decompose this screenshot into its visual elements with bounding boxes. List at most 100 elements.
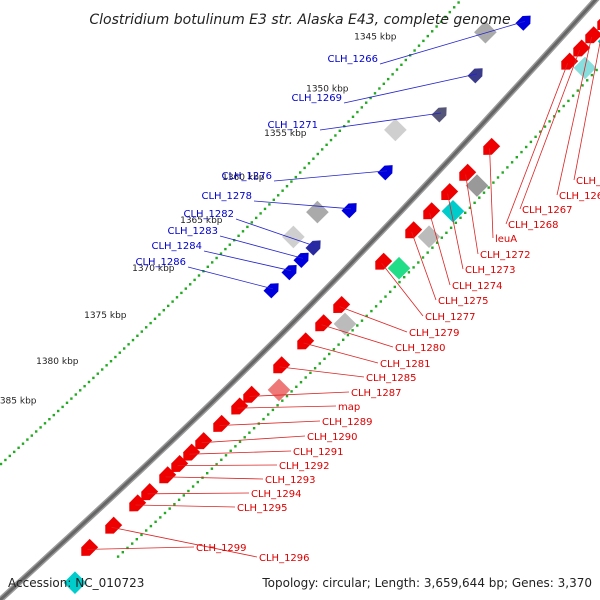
- forward-label-line: [201, 435, 306, 444]
- forward-gene-block: [129, 494, 147, 512]
- tick-mark: [184, 287, 187, 290]
- forward-gene-label: CLH_1287: [351, 388, 402, 399]
- tick-mark: [338, 129, 341, 132]
- tick-mark: [457, 1, 460, 4]
- tick-mark: [404, 58, 407, 62]
- tick-mark: [162, 309, 165, 312]
- tick-mark: [8, 454, 11, 458]
- tick-mark: [453, 6, 456, 9]
- tick-mark: [167, 304, 170, 308]
- tick-mark: [435, 25, 438, 28]
- forward-gene-label: CLH_1289: [322, 417, 373, 428]
- forward-label-line: [303, 342, 379, 364]
- tick-mark: [177, 498, 181, 501]
- tick-mark: [506, 166, 509, 169]
- forward-gene-block: [333, 295, 351, 313]
- forward-gene-block: [585, 26, 600, 44]
- tick-mark: [398, 280, 401, 284]
- tick-mark: [395, 68, 399, 71]
- tick-mark: [534, 135, 537, 138]
- tick-mark: [510, 161, 514, 164]
- tick-mark: [87, 380, 91, 384]
- tick-mark: [431, 30, 434, 33]
- tick-mark: [391, 73, 394, 76]
- forward-gene-block: [459, 163, 477, 181]
- tick-mark: [369, 96, 372, 100]
- tick-mark: [281, 399, 284, 402]
- tick-mark: [431, 246, 434, 249]
- tick-mark: [121, 551, 124, 554]
- tick-mark: [347, 120, 350, 123]
- forward-gene-label: CLH_1290: [307, 432, 358, 443]
- tick-mark: [316, 152, 319, 156]
- tick-mark: [145, 326, 148, 329]
- tick-mark: [171, 300, 174, 303]
- tick-mark: [426, 251, 429, 254]
- reverse-gene-block: [281, 264, 297, 281]
- tick-mark: [328, 352, 331, 356]
- reverse-label-line: [343, 73, 478, 104]
- tick-mark: [83, 385, 86, 388]
- reverse-gene-block: [431, 107, 447, 123]
- tick-mark: [118, 351, 121, 354]
- reverse-gene-block: [515, 15, 531, 31]
- tick-mark: [114, 355, 117, 359]
- forward-gene-label: CLH_1295: [237, 503, 288, 514]
- reverse-label-line: [235, 218, 316, 247]
- tick-mark: [220, 458, 223, 461]
- forward-label-line: [249, 391, 350, 397]
- tick-mark: [571, 94, 575, 97]
- tick-mark: [136, 334, 139, 337]
- tick-mark: [548, 120, 551, 123]
- forward-gene-block: [375, 252, 393, 270]
- forward-gene-label: CLH_1268: [508, 220, 559, 231]
- reverse-gene-label: CLH_1283: [167, 226, 218, 237]
- forward-gene-label: leuA: [495, 234, 517, 245]
- tick-mark: [285, 185, 289, 188]
- reverse-label-line: [273, 170, 388, 182]
- tick-mark: [246, 225, 249, 229]
- companion-block: [465, 174, 489, 197]
- forward-gene-block: [483, 137, 501, 155]
- tick-mark: [299, 381, 303, 384]
- tick-mark: [426, 34, 429, 38]
- forward-label-line: [147, 492, 250, 495]
- tick-mark: [248, 431, 251, 434]
- tick-mark: [13, 450, 16, 454]
- forward-gene-label: map: [338, 402, 360, 413]
- tick-mark: [271, 408, 275, 412]
- forward-gene-block: [405, 221, 423, 239]
- reverse-gene-label: CLH_1286: [135, 257, 186, 268]
- forward-gene-block: [171, 454, 189, 472]
- scale-label: 1350 kbp: [306, 85, 349, 95]
- tick-mark: [39, 426, 42, 429]
- companion-block: [333, 312, 357, 336]
- tick-mark: [267, 413, 270, 416]
- tick-mark: [553, 115, 556, 118]
- tick-mark: [79, 389, 82, 392]
- reverse-label-line: [219, 235, 304, 259]
- forward-label-line: [556, 36, 592, 196]
- tick-mark: [140, 533, 143, 537]
- tick-mark: [529, 140, 533, 144]
- tick-mark: [356, 324, 359, 327]
- tick-mark: [413, 49, 416, 52]
- tick-mark: [290, 180, 293, 183]
- tick-mark: [325, 143, 328, 146]
- forward-gene-block: [423, 202, 441, 220]
- tick-mark: [153, 317, 157, 320]
- tick-mark: [290, 390, 293, 393]
- tick-mark: [149, 321, 152, 325]
- tick-mark: [48, 418, 51, 421]
- tick-mark: [318, 362, 321, 365]
- forward-gene-block: [213, 414, 231, 432]
- tick-mark: [360, 106, 363, 109]
- forward-gene-label: CLH_1299: [196, 543, 247, 554]
- tick-mark: [191, 485, 195, 488]
- forward-gene-label: CLH_1275: [438, 296, 489, 307]
- forward-label-line: [321, 324, 394, 348]
- reverse-gene-label: CLH_1266: [327, 54, 378, 65]
- tick-mark: [439, 20, 443, 23]
- tick-mark: [307, 162, 311, 165]
- tick-mark: [211, 261, 214, 264]
